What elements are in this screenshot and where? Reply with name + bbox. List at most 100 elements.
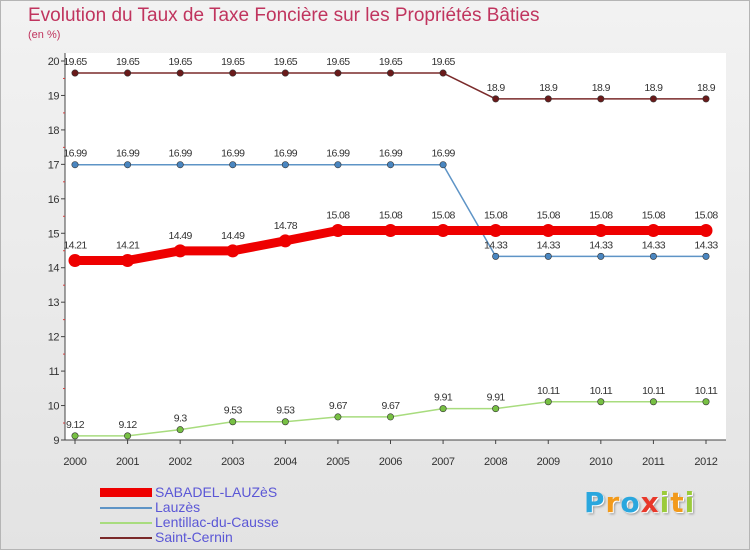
data-label: 19.65 [326,56,350,68]
data-label: 16.99 [274,148,298,160]
data-point [68,253,82,267]
data-point [544,398,552,406]
data-label: 9.3 [174,413,188,425]
data-label: 18.9 [592,82,611,94]
data-label: 19.65 [63,56,87,68]
data-point [702,398,710,406]
y-tick-label: 16 [48,194,60,206]
logo-letter: x [640,486,660,519]
data-label: 16.99 [169,148,193,160]
data-point [544,95,552,103]
data-point [176,426,184,434]
data-point [439,161,447,169]
data-point [124,432,132,440]
data-label: 18.9 [539,82,558,94]
data-label: 15.08 [326,210,350,222]
data-label: 15.08 [379,210,403,222]
data-point [492,252,500,260]
data-point [384,224,397,238]
data-label: 16.99 [431,148,455,160]
plot-area [65,53,726,440]
data-label: 9.67 [381,400,400,412]
data-label: 16.99 [63,148,87,160]
data-point [541,224,555,238]
data-point [386,413,394,421]
x-tick-label: 2005 [326,456,349,468]
data-label: 18.9 [487,82,506,94]
legend-label: SABADEL-LAUZèS [155,484,278,500]
data-label: 16.99 [379,148,403,160]
data-label: 9.53 [224,405,243,417]
data-label: 16.99 [116,148,140,160]
data-point [597,95,605,103]
legend-label: Saint-Cernin [155,529,233,545]
logo-letter: i [684,486,696,519]
data-point [124,69,132,77]
data-point [702,95,710,103]
data-label: 10.11 [590,385,613,397]
data-point [334,413,342,421]
proxiti-logo: Proxiti [584,486,695,519]
chart-title: Evolution du Taux de Taxe Foncière sur l… [28,5,540,26]
data-label: 15.08 [589,210,613,222]
y-tick-label: 13 [48,297,60,309]
data-point [699,224,713,238]
data-label: 19.65 [274,56,298,68]
data-label: 9.91 [487,392,506,404]
data-point [649,252,657,260]
data-label: 14.33 [537,239,561,251]
x-tick-label: 2000 [63,456,86,468]
data-point [281,69,289,77]
legend-swatch [100,507,152,509]
data-point [71,161,79,169]
data-label: 15.08 [537,210,561,222]
x-tick-label: 2007 [431,456,454,468]
data-point [544,252,552,260]
data-point [436,224,450,238]
data-point [281,418,289,426]
logo-letter: t [670,486,685,519]
data-point [597,252,605,260]
legend-label: Lentillac-du-Causse [155,514,279,530]
data-point [649,398,657,406]
data-point [646,224,660,238]
data-label: 19.65 [379,56,403,68]
data-point [386,69,394,77]
logo-letter: P [584,486,606,519]
data-label: 19.65 [116,56,140,68]
x-tick-label: 2003 [221,456,244,468]
x-tick-label: 2006 [379,456,402,468]
x-tick-label: 2009 [537,456,560,468]
data-point [176,161,184,169]
data-label: 9.12 [119,419,138,431]
x-tick-label: 2012 [694,456,717,468]
data-point [173,244,187,258]
data-label: 18.9 [644,82,663,94]
data-label: 19.65 [221,56,245,68]
data-point [278,234,292,248]
data-point [124,161,132,169]
data-point [121,253,135,267]
data-point [229,418,237,426]
data-point [492,95,500,103]
data-point [597,398,605,406]
data-point [176,69,184,77]
data-label: 10.11 [537,385,560,397]
data-label: 9.67 [329,400,348,412]
data-label: 9.53 [276,405,295,417]
data-point [226,244,240,258]
data-label: 16.99 [221,148,245,160]
data-point [229,161,237,169]
logo-letter: r [605,486,621,519]
logo-letter: i [659,486,671,519]
data-point [334,69,342,77]
data-label: 15.08 [484,210,508,222]
data-label: 14.78 [274,220,298,232]
data-label: 14.33 [642,239,666,251]
data-point [334,161,342,169]
y-tick-label: 20 [48,56,60,68]
logo-letter: o [620,486,641,519]
x-tick-label: 2004 [274,456,297,468]
legend-label: Lauzès [155,499,201,515]
data-label: 10.11 [642,385,665,397]
